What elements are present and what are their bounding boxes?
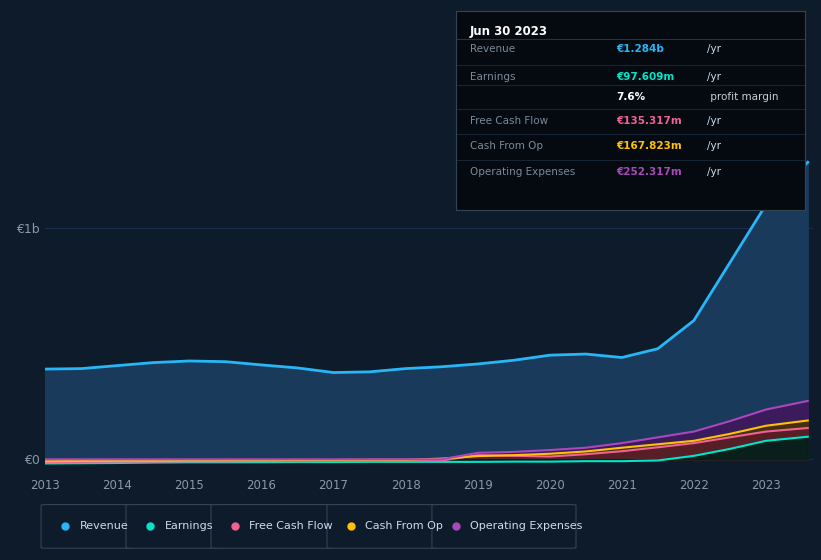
Text: Free Cash Flow: Free Cash Flow (470, 115, 548, 125)
Text: €1.284b: €1.284b (616, 44, 664, 54)
Text: /yr: /yr (707, 115, 721, 125)
FancyBboxPatch shape (432, 505, 576, 548)
Text: /yr: /yr (707, 141, 721, 151)
FancyBboxPatch shape (327, 505, 438, 548)
Text: €97.609m: €97.609m (616, 72, 674, 82)
Text: €135.317m: €135.317m (616, 115, 682, 125)
FancyBboxPatch shape (211, 505, 333, 548)
Text: Jun 30 2023: Jun 30 2023 (470, 25, 548, 38)
Text: Revenue: Revenue (470, 44, 515, 54)
Text: Revenue: Revenue (80, 521, 128, 531)
Text: profit margin: profit margin (707, 92, 778, 102)
Text: Operating Expenses: Operating Expenses (470, 167, 575, 177)
Text: Operating Expenses: Operating Expenses (470, 521, 583, 531)
Text: Earnings: Earnings (164, 521, 213, 531)
Text: /yr: /yr (707, 44, 721, 54)
Text: /yr: /yr (707, 72, 721, 82)
FancyBboxPatch shape (126, 505, 218, 548)
Text: /yr: /yr (707, 167, 721, 177)
Text: Cash From Op: Cash From Op (470, 141, 543, 151)
Text: €252.317m: €252.317m (616, 167, 682, 177)
Text: Cash From Op: Cash From Op (365, 521, 443, 531)
Text: 7.6%: 7.6% (616, 92, 645, 102)
Text: Free Cash Flow: Free Cash Flow (250, 521, 333, 531)
Text: €167.823m: €167.823m (616, 141, 682, 151)
FancyBboxPatch shape (41, 505, 133, 548)
Text: Earnings: Earnings (470, 72, 515, 82)
